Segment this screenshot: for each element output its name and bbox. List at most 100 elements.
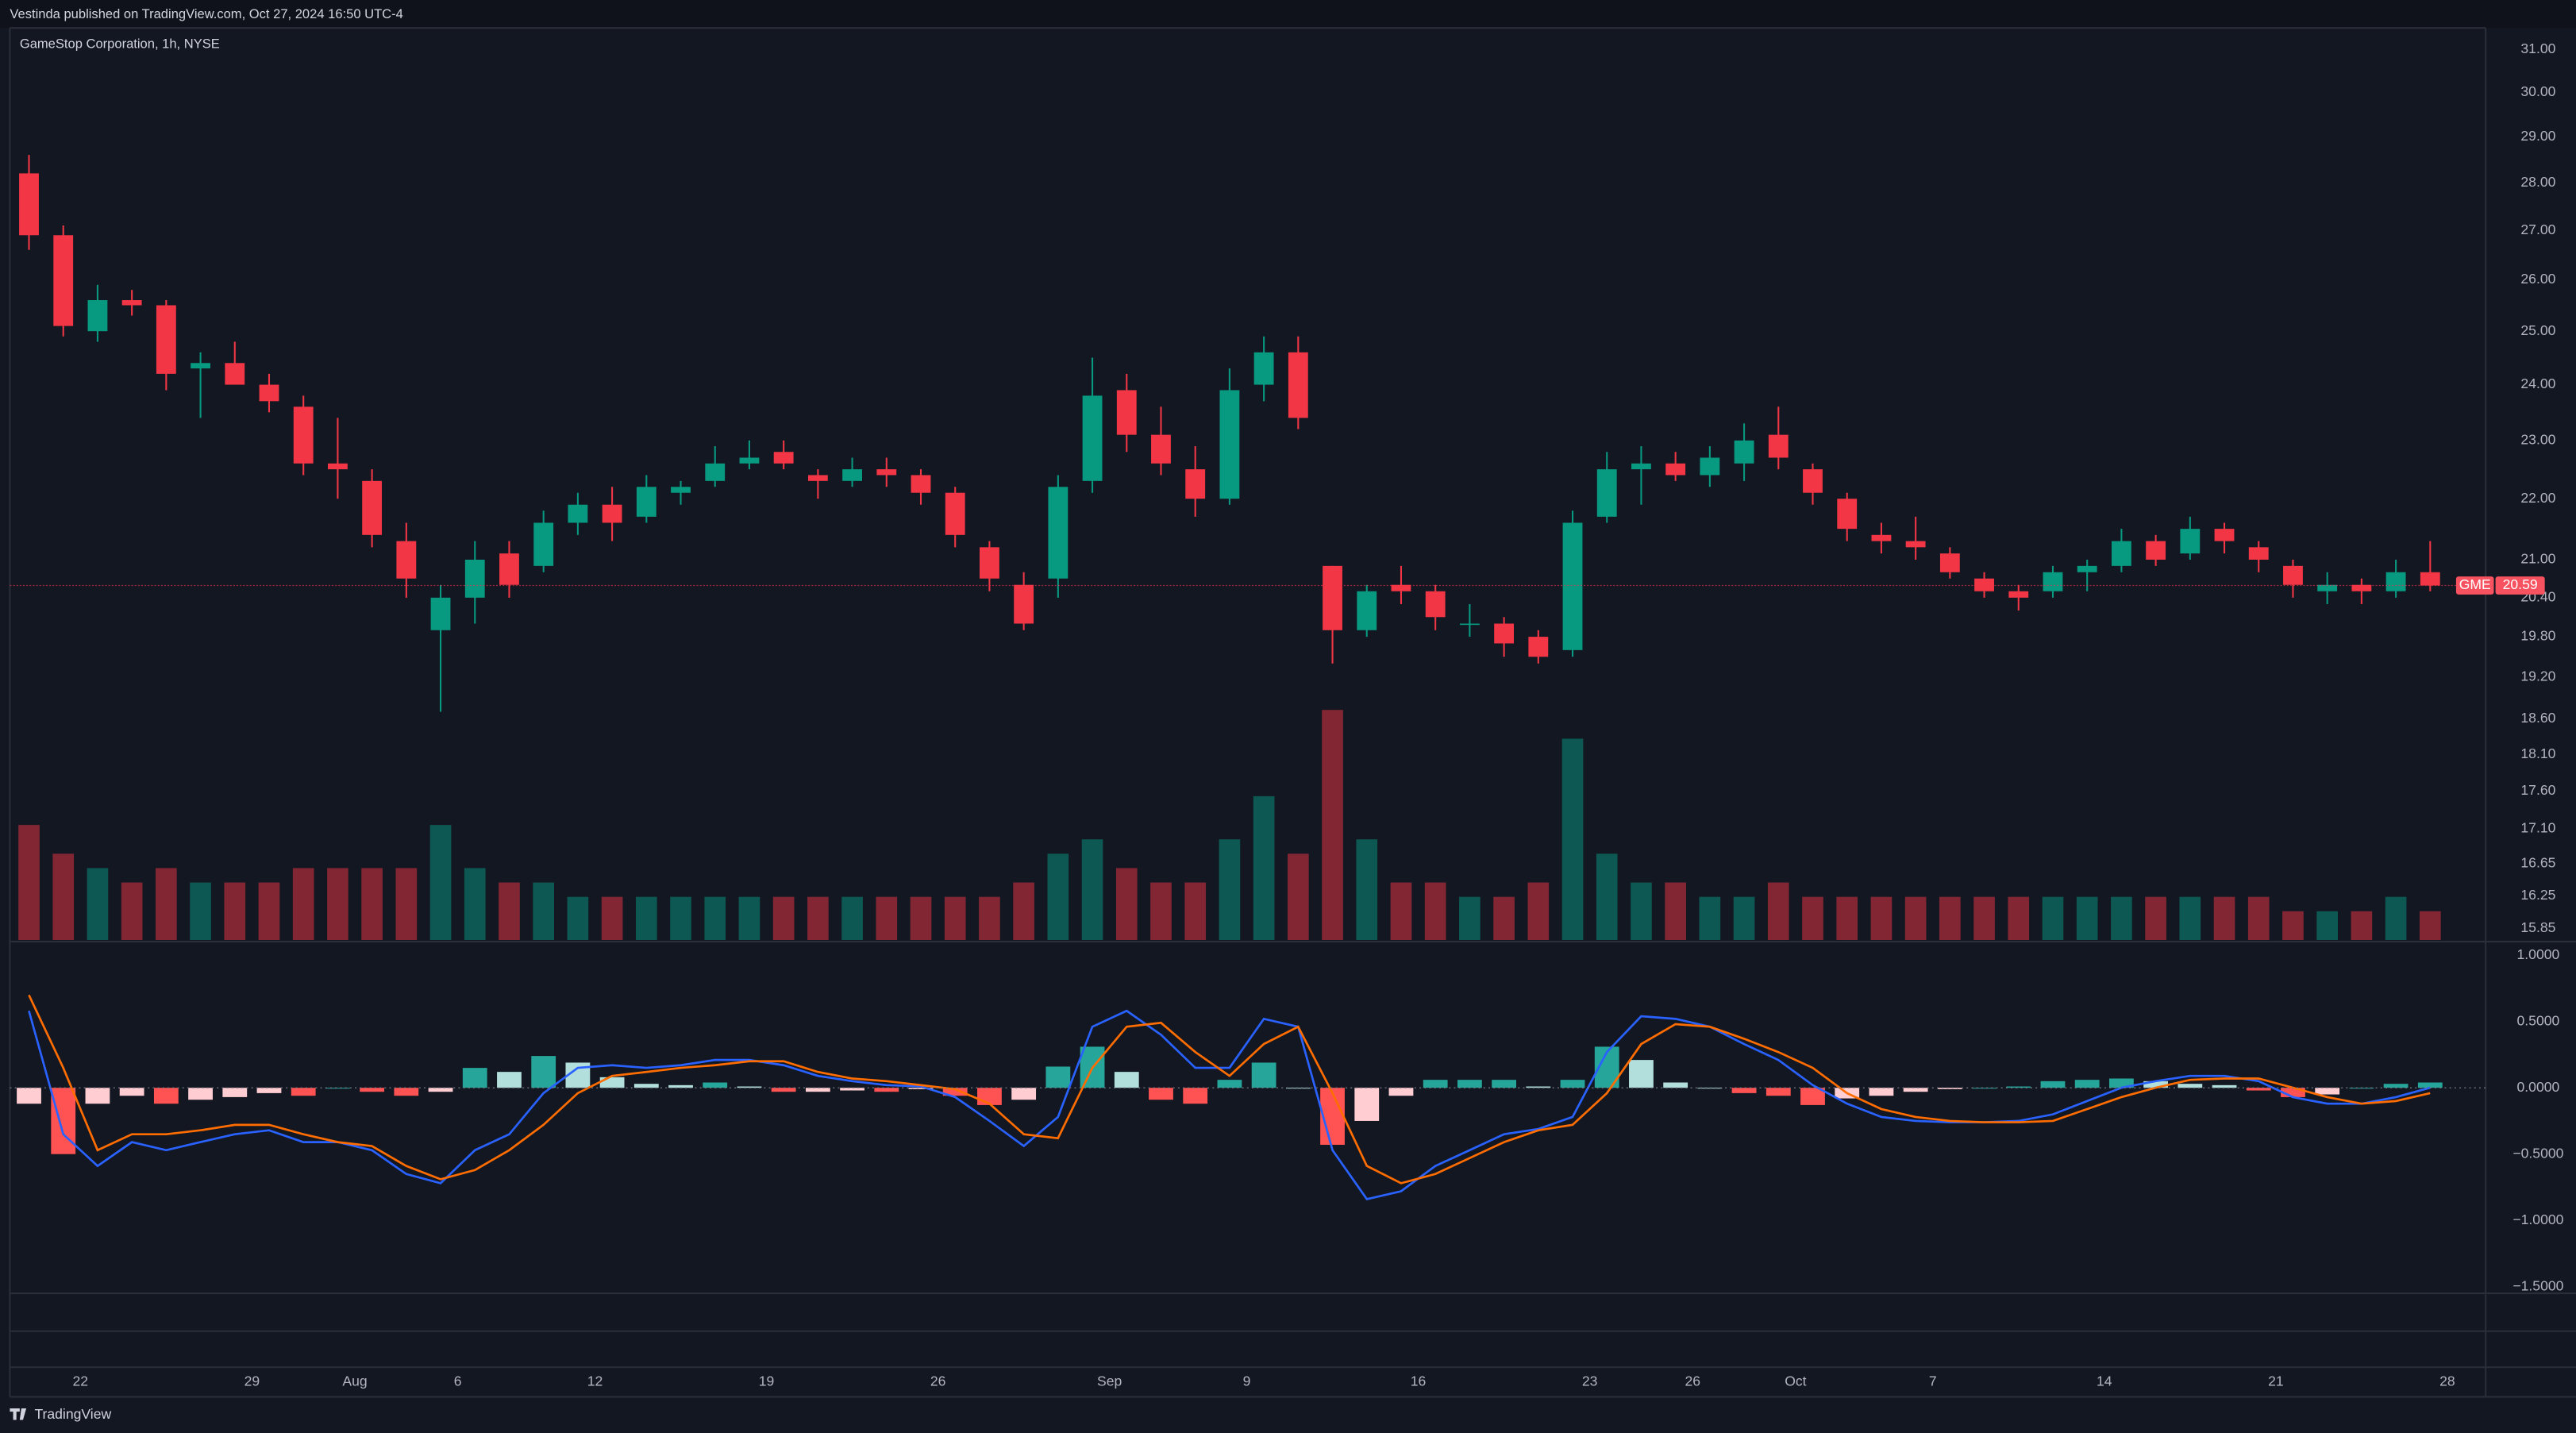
- candle-body: [1082, 395, 1103, 481]
- volume-bar: [876, 896, 898, 941]
- histogram-bar: [1217, 1080, 1242, 1088]
- x-tick-label: 14: [2097, 1373, 2112, 1389]
- candle-body: [876, 469, 897, 476]
- x-tick-label: 22: [73, 1373, 89, 1389]
- candle-body: [807, 475, 828, 481]
- candle-body: [1803, 469, 1823, 493]
- histogram-bar: [2040, 1081, 2066, 1088]
- volume-bar: [87, 868, 109, 941]
- volume-bar: [2351, 911, 2373, 941]
- logo: TradingView: [10, 1406, 111, 1422]
- y-tick-label: 29.00: [2520, 128, 2555, 144]
- volume-bar: [2282, 911, 2304, 941]
- volume-bar: [2419, 911, 2441, 941]
- histogram-bar: [85, 1088, 110, 1104]
- candle-body: [533, 522, 554, 566]
- volume-bar: [52, 853, 75, 941]
- y-tick-label: 22.00: [2520, 490, 2555, 506]
- volume-bar: [2213, 896, 2235, 941]
- candle-body: [1837, 499, 1858, 530]
- volume-bar: [1904, 896, 1927, 941]
- histogram-bar: [2109, 1078, 2134, 1088]
- histogram-bar: [977, 1088, 1002, 1105]
- x-tick-label: Aug: [342, 1373, 367, 1389]
- volume-bar: [156, 868, 177, 941]
- volume-bar: [258, 882, 280, 941]
- volume-bar: [1836, 896, 1858, 941]
- y-tick-label: 28.00: [2520, 174, 2555, 190]
- volume-bar: [2008, 896, 2030, 941]
- volume-layer: [18, 710, 2441, 941]
- candle-body: [2214, 529, 2235, 541]
- candle-body: [1768, 434, 1789, 458]
- candle-body: [1562, 522, 1583, 650]
- candle-body: [1700, 457, 1720, 476]
- volume-bar: [1150, 882, 1172, 941]
- volume-bar: [1767, 882, 1789, 941]
- candle-body: [2008, 591, 2029, 598]
- candle-body: [842, 469, 862, 481]
- volume-bar: [1424, 882, 1446, 941]
- candle-body: [568, 504, 588, 523]
- x-tick-label: 23: [1582, 1373, 1598, 1389]
- volume-bar: [841, 896, 863, 941]
- logo-icon: [10, 1408, 27, 1420]
- candle-body: [19, 173, 39, 236]
- candle-body: [2180, 529, 2201, 554]
- histogram-bar: [1388, 1088, 1414, 1096]
- volume-bar: [1115, 868, 1138, 941]
- histogram-bar: [1800, 1088, 1825, 1105]
- volume-bar: [2247, 896, 2270, 941]
- histogram-bar: [1765, 1088, 1791, 1096]
- candle-body: [1014, 584, 1034, 624]
- y-tick-label: 16.25: [2520, 887, 2555, 903]
- candle-body: [225, 363, 245, 385]
- histogram-bar: [2417, 1082, 2443, 1088]
- volume-bar: [1356, 839, 1378, 941]
- histogram-bar: [1354, 1088, 1380, 1121]
- histogram-bar: [1560, 1080, 1585, 1088]
- macd-layer: [17, 994, 2443, 1200]
- histogram-bar: [2383, 1084, 2409, 1088]
- histogram-bar: [874, 1088, 899, 1092]
- candle-body: [1596, 469, 1617, 517]
- volume-bar: [567, 896, 589, 941]
- histogram-bar: [599, 1077, 625, 1088]
- x-tick-label: 26: [1685, 1373, 1700, 1389]
- y-tick-label: 17.60: [2520, 782, 2555, 798]
- histogram-bar: [1320, 1088, 1345, 1146]
- candle-body: [945, 492, 965, 535]
- volume-bar: [1699, 896, 1721, 941]
- volume-bar: [1047, 853, 1069, 941]
- y-tick-label: 23.00: [2520, 431, 2555, 447]
- y-tick-label: 25.00: [2520, 322, 2555, 338]
- histogram-bar: [908, 1088, 934, 1089]
- volume-bar: [1733, 896, 1755, 941]
- candle-body: [191, 363, 210, 369]
- y-tick-label: 24.00: [2520, 376, 2555, 391]
- histogram-bar: [360, 1088, 385, 1092]
- volume-bar: [533, 882, 555, 941]
- candle-body: [2077, 565, 2097, 572]
- y-tick-label: 17.10: [2520, 820, 2555, 836]
- histogram-bar: [1045, 1066, 1071, 1088]
- volume-bar: [704, 896, 726, 941]
- volume-bar: [1184, 882, 1207, 941]
- histogram-bar: [119, 1088, 144, 1096]
- candle-body: [980, 547, 999, 579]
- candle-body: [2248, 547, 2269, 560]
- chart-title: GameStop Corporation, 1h, NYSE: [20, 36, 220, 51]
- x-tick-label: 7: [1929, 1373, 1937, 1389]
- candle-body: [1905, 541, 1926, 548]
- histogram-bar: [2281, 1088, 2305, 1097]
- volume-bar: [807, 896, 829, 941]
- candle-body: [499, 553, 519, 585]
- y-tick-label: 15.85: [2520, 919, 2555, 935]
- histogram-bar: [428, 1088, 453, 1092]
- histogram-bar: [1149, 1088, 1173, 1100]
- volume-bar: [18, 825, 40, 941]
- histogram-bar: [1423, 1080, 1448, 1088]
- symbol-label: GME: [2459, 576, 2491, 592]
- volume-bar: [327, 868, 348, 941]
